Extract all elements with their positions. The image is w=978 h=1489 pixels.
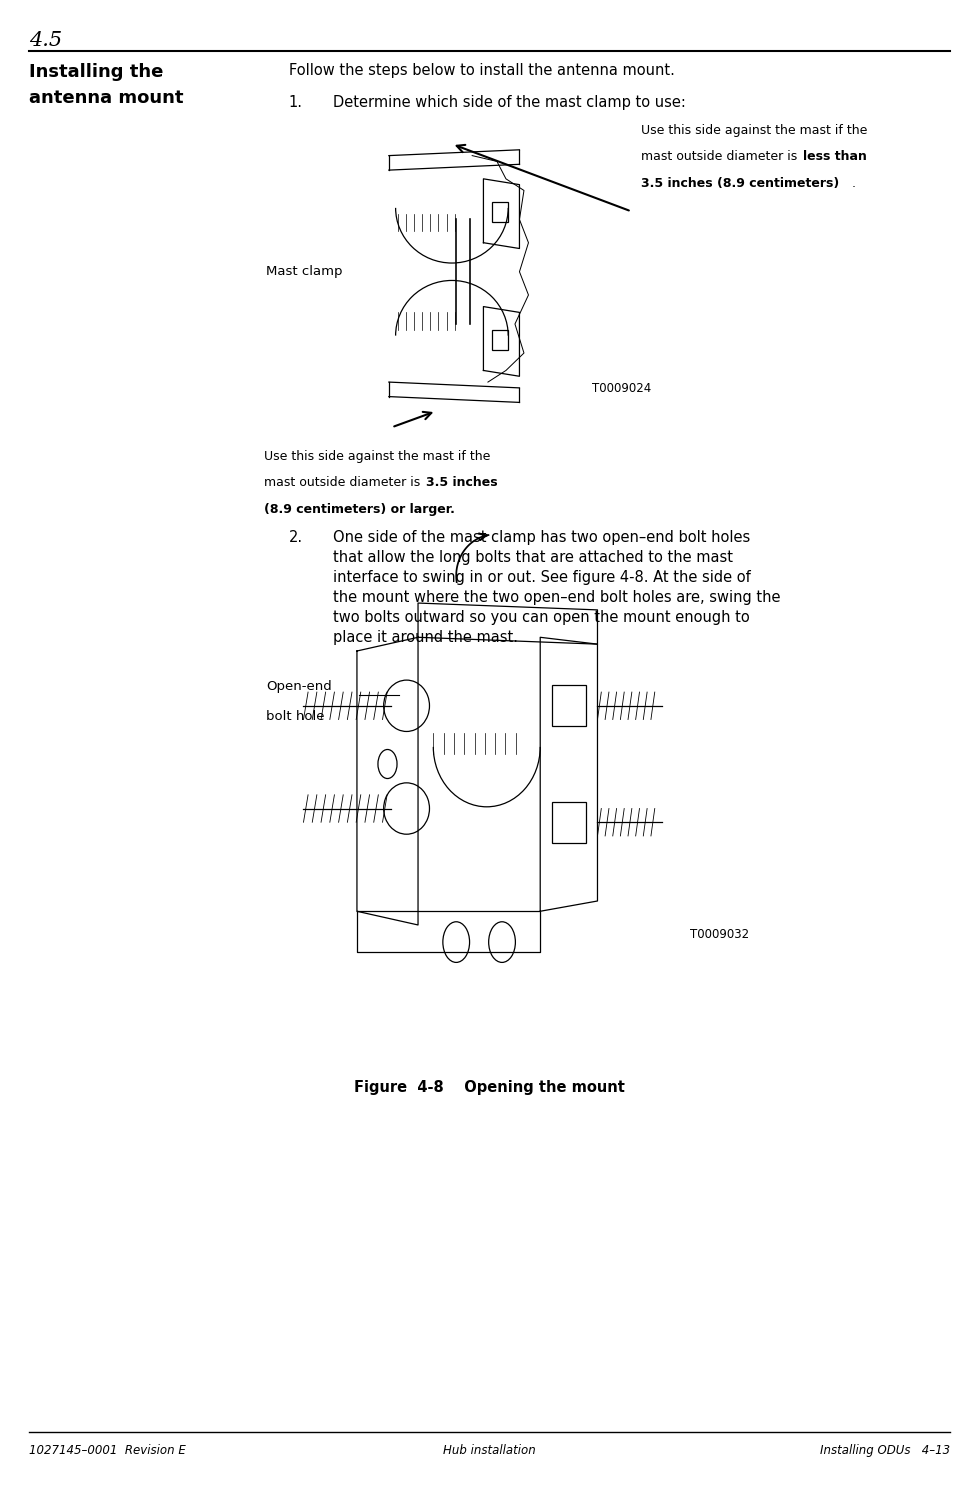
- Text: 2.: 2.: [289, 530, 302, 545]
- Text: 1.: 1.: [289, 95, 302, 110]
- Text: T0009032: T0009032: [689, 929, 748, 941]
- Text: Use this side against the mast if the: Use this side against the mast if the: [641, 124, 867, 137]
- Text: antenna mount: antenna mount: [29, 89, 184, 107]
- Text: mast outside diameter is: mast outside diameter is: [641, 150, 801, 164]
- Text: (8.9 centimeters) or larger.: (8.9 centimeters) or larger.: [264, 503, 455, 517]
- Text: 1027145–0001  Revision E: 1027145–0001 Revision E: [29, 1444, 186, 1458]
- Bar: [492, 203, 508, 222]
- Text: Hub installation: Hub installation: [443, 1444, 535, 1458]
- Text: Mast clamp: Mast clamp: [266, 265, 342, 278]
- Bar: [492, 331, 508, 350]
- Text: Follow the steps below to install the antenna mount.: Follow the steps below to install the an…: [289, 63, 674, 77]
- Text: 3.5 inches (8.9 centimeters): 3.5 inches (8.9 centimeters): [641, 177, 839, 191]
- Text: Installing the: Installing the: [29, 63, 163, 80]
- Text: One side of the mast clamp has two open–end bolt holes
that allow the long bolts: One side of the mast clamp has two open–…: [333, 530, 779, 645]
- Text: 4.5: 4.5: [29, 31, 63, 51]
- Text: Figure  4-8    Opening the mount: Figure 4-8 Opening the mount: [354, 1080, 624, 1094]
- Text: bolt hole: bolt hole: [266, 710, 325, 724]
- Text: Open-end: Open-end: [266, 680, 332, 694]
- Bar: [551, 801, 586, 843]
- Text: .: .: [851, 177, 855, 191]
- Text: Use this side against the mast if the: Use this side against the mast if the: [264, 450, 490, 463]
- Text: mast outside diameter is: mast outside diameter is: [264, 476, 424, 490]
- Text: Installing ODUs   4–13: Installing ODUs 4–13: [819, 1444, 949, 1458]
- Text: T0009024: T0009024: [592, 383, 651, 395]
- Text: 3.5 inches: 3.5 inches: [425, 476, 497, 490]
- Text: Determine which side of the mast clamp to use:: Determine which side of the mast clamp t…: [333, 95, 685, 110]
- Text: less than: less than: [802, 150, 866, 164]
- Bar: [551, 685, 586, 727]
